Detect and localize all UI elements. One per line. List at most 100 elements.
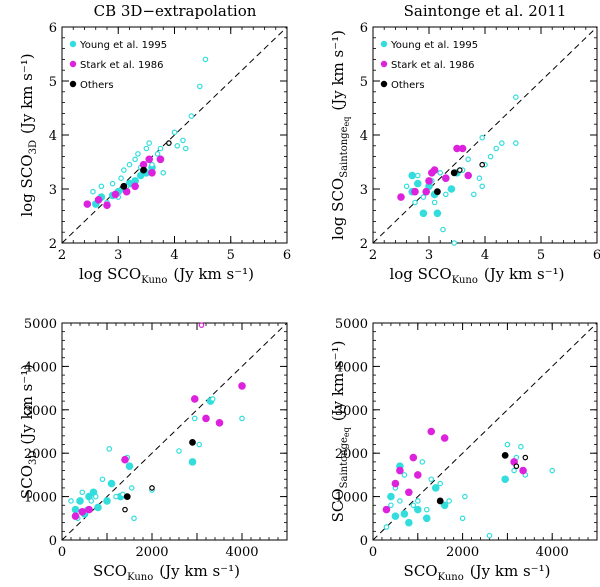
point-stark-et-al-1986-filled (71, 512, 80, 520)
point-young-et-al-1995-open (397, 498, 403, 504)
x-tick-label: 2000 (446, 545, 479, 560)
point-young-et-al-1995-filled (419, 209, 428, 218)
point-young-et-al-1995-open (512, 140, 519, 146)
plot-frame (372, 322, 598, 541)
one-to-one-line (61, 322, 288, 541)
point-young-et-al-1995-open (98, 183, 105, 190)
point-stark-et-al-1986-filled (190, 395, 199, 403)
point-stark-et-al-1986-filled (382, 505, 391, 514)
point-young-et-al-1995-open (479, 183, 486, 190)
point-young-et-al-1995-open (113, 493, 119, 500)
point-young-et-al-1995-filled (387, 492, 395, 501)
point-stark-et-al-1986-filled (413, 471, 422, 479)
y-tick-label: 4000 (24, 360, 57, 375)
point-young-et-al-1995-open (428, 476, 435, 483)
point-young-et-al-1995-open (493, 145, 500, 152)
point-young-et-al-1995-filled (400, 510, 409, 518)
point-stark-et-al-1986-filled (145, 155, 153, 164)
point-stark-et-al-1986-filled (78, 507, 87, 516)
point-others-filled (120, 182, 128, 190)
x-axis-title: log SCOKuno (Jy km s⁻¹) (79, 265, 254, 286)
point-young-et-al-1995-open (437, 170, 444, 176)
point-young-et-al-1995-open (462, 493, 468, 500)
point-stark-et-al-1986-filled (156, 155, 165, 164)
legend-marker (69, 60, 77, 68)
x-tick-label: 3 (425, 248, 433, 263)
point-young-et-al-1995-open (419, 459, 426, 465)
legend-label: Others (80, 80, 114, 91)
point-young-et-al-1995-open (442, 191, 449, 198)
point-young-et-al-1995-open (132, 156, 138, 163)
point-young-et-al-1995-open (511, 467, 517, 474)
legend-label: Young et al. 1995 (79, 40, 167, 51)
point-young-et-al-1995-open (518, 443, 524, 450)
point-young-et-al-1995-open (68, 498, 74, 504)
legend-marker (380, 80, 388, 88)
point-young-et-al-1995-open (470, 191, 477, 198)
point-stark-et-al-1986-filled (148, 169, 156, 177)
col-title-left: CB 3D−extrapolation (94, 2, 257, 20)
x-tick-label: 0 (58, 545, 66, 560)
y-axis-title: log SCOSaintongeeq(Jy km s⁻¹) (329, 30, 351, 240)
point-young-et-al-1995-open (197, 83, 203, 90)
x-tick-label: 3 (114, 248, 122, 263)
x-axis-title: SCOKuno (Jy km s⁻¹) (93, 562, 240, 583)
y-tick-label: 0 (360, 534, 368, 549)
point-young-et-al-1995-open (431, 199, 438, 206)
point-stark-et-al-1986-filled (441, 174, 450, 183)
point-others-open (479, 161, 486, 168)
point-young-et-al-1995-open (109, 180, 116, 187)
x-tick-label: 6 (283, 248, 291, 263)
x-tick-label: 5 (227, 248, 235, 263)
point-young-et-al-1995-open (174, 143, 181, 149)
point-young-et-al-1995-open (188, 113, 195, 119)
y-tick-label: 0 (49, 534, 57, 549)
y-tick-label: 1000 (24, 491, 57, 506)
point-others-filled (450, 169, 458, 177)
point-young-et-al-1995-filled (413, 179, 422, 188)
point-others-filled (123, 493, 131, 501)
point-young-et-al-1995-filled (103, 497, 111, 505)
one-to-one-line (372, 26, 598, 244)
y-tick-label: 1000 (335, 491, 368, 506)
point-stark-et-al-1986-filled (396, 466, 404, 475)
point-young-et-al-1995-filled (125, 462, 134, 471)
legend-label: Young et al. 1995 (390, 40, 478, 51)
point-young-et-al-1995-open (420, 194, 427, 200)
legend-marker (380, 60, 388, 68)
point-stark-et-al-1986-filled (85, 505, 93, 514)
point-young-et-al-1995-open (135, 151, 141, 157)
point-stark-et-al-1986-filled (427, 427, 436, 436)
point-young-et-al-1995-open (106, 446, 113, 452)
y-tick-label: 5 (360, 75, 368, 90)
point-young-et-al-1995-open (410, 502, 417, 509)
point-young-et-al-1995-open (126, 161, 133, 168)
point-stark-et-al-1986-filled (405, 488, 413, 497)
point-young-et-al-1995-open (465, 156, 472, 163)
point-others-open (122, 506, 128, 513)
x-tick-label: 2 (369, 248, 377, 263)
point-young-et-al-1995-open (182, 145, 189, 152)
y-tick-label: 5000 (335, 317, 368, 332)
panel-br: 0 2000 4000 0 1000 2000 3000 4000 5000 SCOKuno (Jy… (329, 317, 598, 583)
point-stark-et-al-1986-filled (238, 382, 246, 390)
x-axis-title: log SCOKuno (Jy km s⁻¹) (389, 265, 564, 286)
point-others-filled (433, 188, 441, 196)
point-stark-et-al-1986-filled (397, 193, 405, 201)
point-stark-et-al-1986-filled (391, 479, 400, 488)
legend-label: Others (391, 80, 425, 91)
point-others-filled (189, 438, 196, 446)
point-others-filled (501, 451, 509, 459)
point-young-et-al-1995-open (118, 175, 124, 182)
point-stark-et-al-1986-filled (103, 201, 111, 210)
point-stark-et-al-1986-filled (425, 177, 433, 185)
point-stark-et-al-1986-filled (409, 453, 418, 462)
point-young-et-al-1995-filled (408, 171, 417, 180)
y-tick-label: 3000 (335, 404, 368, 419)
point-stark-et-al-1986-filled (83, 200, 92, 208)
point-others-filled (140, 166, 147, 174)
point-young-et-al-1995-open (383, 524, 390, 530)
x-tick-label: 4 (481, 248, 489, 263)
point-young-et-al-1995-open (171, 129, 178, 136)
point-young-et-al-1995-open (143, 145, 150, 152)
